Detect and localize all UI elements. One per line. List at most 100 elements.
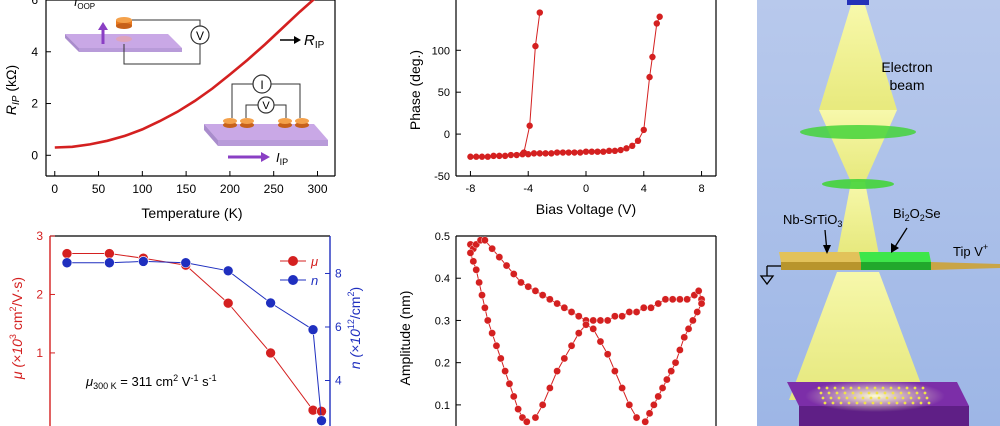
beam-label: Electron beam [881, 59, 932, 93]
data-point [472, 265, 481, 274]
right-y-tick-label: 8 [335, 266, 342, 280]
data-point [501, 152, 509, 160]
data-point [694, 287, 703, 295]
data-point [577, 149, 584, 156]
data-point [605, 147, 613, 155]
y-tick-label: 0.5 [435, 231, 450, 243]
lattice-atom [849, 386, 853, 390]
data-point [138, 256, 149, 267]
detector-plate [787, 380, 969, 426]
data-point [582, 320, 590, 329]
data-point [582, 148, 590, 155]
x-tick-label: 8 [698, 183, 704, 195]
data-point [61, 248, 73, 259]
data-point [697, 299, 706, 308]
data-point [617, 146, 624, 154]
data-point [683, 295, 691, 304]
data-point [653, 20, 660, 27]
data-point [596, 316, 605, 325]
legend-marker-n [288, 275, 298, 285]
data-point [671, 358, 680, 367]
arrow-head-icon [294, 36, 301, 44]
lattice-atom [879, 401, 883, 405]
data-point [538, 401, 547, 409]
left-y-tick-label: 3 [36, 229, 43, 243]
x-tick-label: 100 [132, 182, 152, 196]
data-point [560, 303, 569, 312]
data-point [531, 287, 540, 295]
legend-label-mu: μ [310, 254, 318, 269]
x-tick-label: 150 [176, 182, 196, 196]
series-line-n [67, 260, 322, 421]
data-point [536, 150, 543, 157]
tip-label: Tip V+ [953, 242, 988, 259]
series-line-mu [67, 253, 322, 412]
lattice-atom [861, 396, 865, 400]
lattice-atom [901, 396, 905, 400]
data-point [265, 297, 276, 309]
svg-text:V: V [196, 29, 204, 43]
data-point [496, 354, 505, 363]
lattice-atom [877, 396, 881, 400]
left-y-tick-label: 2 [36, 287, 43, 301]
data-point [517, 278, 525, 287]
ammeter-icon [252, 74, 272, 94]
lattice-atom [891, 391, 895, 395]
objective-ring [822, 179, 894, 189]
lattice-atom [913, 386, 917, 390]
amplitude-bias-chart: 0.1 0.2 0.3 0.4 0.5 Amplitude (nm) [397, 231, 717, 426]
amplitude-line-0 [469, 239, 703, 321]
voltmeter-icon [257, 96, 275, 114]
data-point [531, 413, 540, 422]
data-point [478, 291, 486, 299]
data-point [222, 265, 234, 277]
lattice-atom [873, 386, 877, 390]
lattice-atom [841, 386, 845, 390]
data-point [478, 153, 486, 160]
data-point [596, 337, 605, 346]
data-point [560, 354, 569, 363]
data-point [507, 151, 515, 159]
y-tick-label: 0.3 [435, 315, 450, 327]
lattice-atom [899, 391, 903, 395]
ip-electrodes [223, 118, 309, 128]
y-tick-label: 0 [31, 148, 38, 162]
data-point [588, 148, 595, 155]
lattice-atom [829, 396, 833, 400]
data-point [469, 257, 478, 266]
resistance-curve [54, 0, 316, 149]
bi2o2se-block [859, 252, 931, 262]
data-point [632, 308, 641, 316]
amplitude-line-2 [534, 324, 638, 418]
lattice-atom [843, 391, 847, 395]
lattice-atom [837, 396, 841, 400]
bi2o2se-label: Bi2O2Se [893, 206, 941, 223]
data-point [316, 406, 327, 417]
phase-bias-chart: -8 -4 0 4 8 -50 0 50 100 Phase (deg.) Bias Volta… [407, 0, 717, 217]
data-point [676, 346, 684, 354]
lattice-atom [845, 396, 849, 400]
lattice-atom [903, 401, 907, 405]
data-point [559, 149, 567, 156]
data-point [490, 152, 497, 160]
data-point [589, 325, 598, 333]
mobility-annotation: μ300 K = 311 cm2 V-1 s-1 [85, 373, 217, 391]
data-point [514, 405, 522, 413]
lattice-atom [821, 396, 825, 400]
data-point [548, 150, 555, 157]
x-tick-label: -4 [523, 183, 533, 195]
legend-marker-mu [288, 256, 298, 266]
lattice-atom [863, 401, 867, 405]
data-point [603, 350, 612, 359]
data-point [641, 417, 650, 426]
data-point [689, 316, 697, 325]
data-point [488, 244, 496, 253]
condenser-ring [800, 125, 916, 139]
lattice-atom [831, 401, 835, 405]
panel-b-left-label: μ (×103 cm2/V·s) [8, 277, 25, 380]
lattice-atom [839, 401, 843, 405]
data-point [546, 295, 554, 304]
data-point [600, 148, 607, 155]
phase-line-1 [523, 12, 541, 153]
data-point [475, 278, 483, 287]
